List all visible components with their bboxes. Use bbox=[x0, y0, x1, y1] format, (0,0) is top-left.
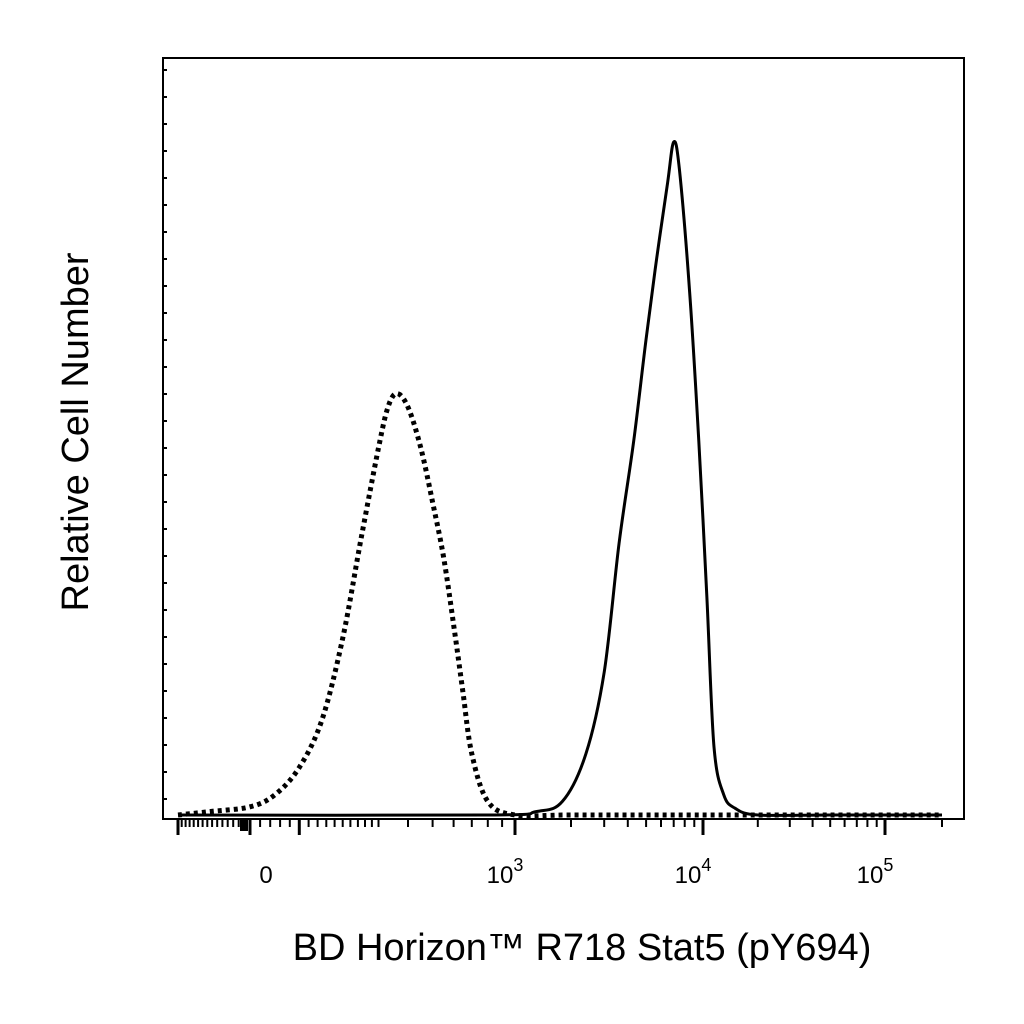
x-axis-ticks bbox=[176, 819, 943, 835]
x-tick-label: 103 bbox=[487, 855, 524, 889]
x-tick-label: 105 bbox=[857, 855, 894, 889]
x-axis-label: BD Horizon™ R718 Stat5 (pY694) bbox=[293, 927, 872, 969]
x-tick-label: 0 bbox=[259, 862, 272, 889]
series-layer bbox=[177, 139, 942, 819]
y-axis-label: Relative Cell Number bbox=[55, 252, 97, 611]
x-axis-tick-labels: 0 103 104 105 bbox=[259, 855, 893, 889]
series-line-dotted bbox=[177, 391, 942, 819]
x-tick-label: 104 bbox=[675, 855, 712, 889]
plot-frame bbox=[162, 57, 965, 820]
series-line-solid bbox=[177, 139, 942, 817]
y-axis-minor-ticks bbox=[163, 69, 167, 800]
